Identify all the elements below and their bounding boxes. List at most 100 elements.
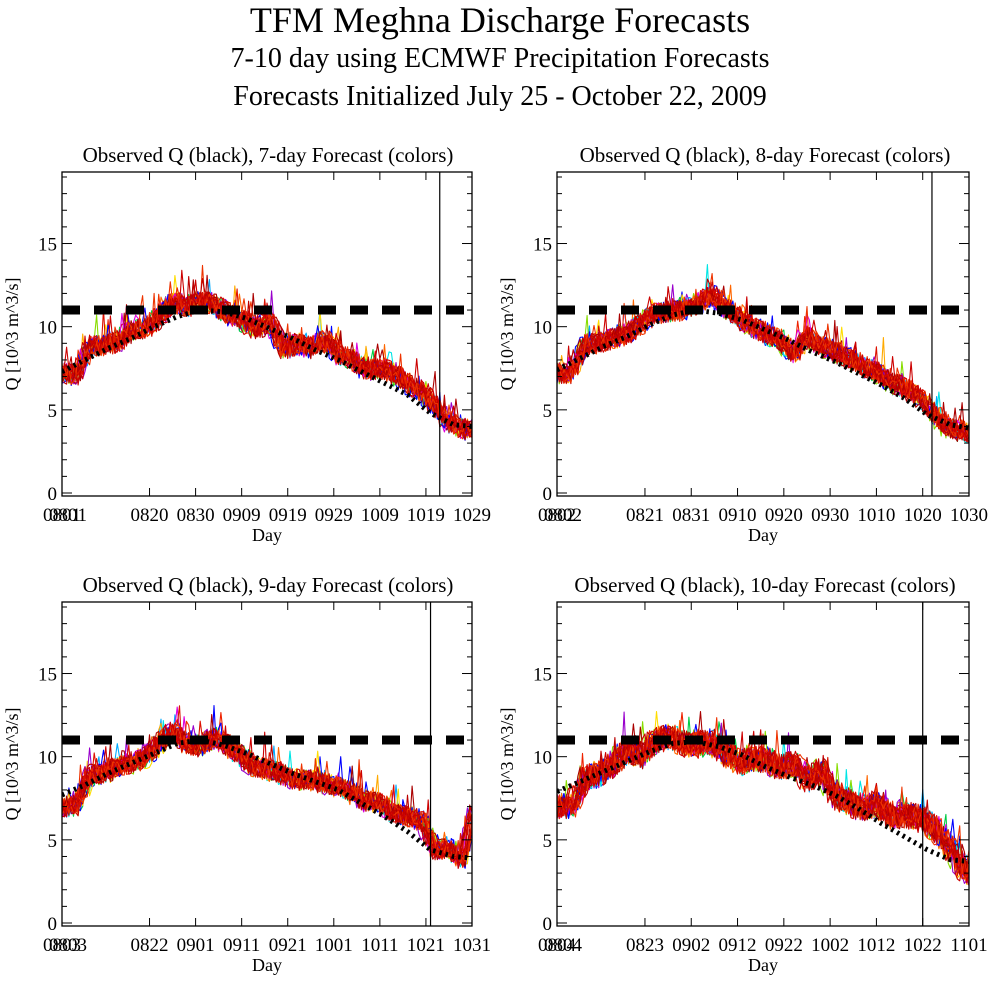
forecast-line bbox=[62, 274, 472, 438]
x-tick-label-overlap: 0803 bbox=[49, 935, 87, 956]
x-tick-label: 1031 bbox=[453, 935, 491, 956]
forecast-line bbox=[62, 706, 472, 869]
chart-panel-1: Observed Q (black), 7-day Forecast (colo… bbox=[2, 143, 491, 545]
forecast-line bbox=[62, 274, 472, 438]
x-tick-label: 0912 bbox=[719, 935, 757, 956]
x-tick-label: 1002 bbox=[811, 935, 849, 956]
panel-title: Observed Q (black), 9-day Forecast (colo… bbox=[83, 573, 454, 597]
x-tick-label: 0930 bbox=[811, 505, 849, 526]
x-tick-label: 0910 bbox=[719, 505, 757, 526]
y-axis-label: Q [10^3 m^3/s] bbox=[2, 708, 22, 821]
forecast-line bbox=[62, 722, 472, 868]
x-tick-label: 0804 bbox=[538, 935, 577, 956]
observed-q-line bbox=[557, 307, 969, 431]
forecast-line bbox=[62, 727, 472, 867]
subtitle-2: Forecasts Initialized July 25 - October … bbox=[233, 81, 767, 112]
x-tick-label: 0821 bbox=[626, 505, 664, 526]
forecast-line bbox=[557, 729, 969, 876]
x-tick-label: 1030 bbox=[950, 505, 988, 526]
x-axis-label: Day bbox=[748, 525, 778, 545]
plot-area bbox=[557, 710, 969, 886]
forecast-line bbox=[557, 278, 969, 440]
plot-area bbox=[557, 264, 969, 444]
y-tick-label: 0 bbox=[48, 914, 58, 935]
x-tick-label: 0921 bbox=[269, 935, 307, 956]
x-tick-label: 0823 bbox=[626, 935, 664, 956]
forecast-line bbox=[557, 281, 969, 443]
plot-frame bbox=[61, 601, 473, 927]
forecast-line bbox=[62, 723, 472, 865]
y-tick-label: 15 bbox=[533, 665, 552, 686]
forecast-line bbox=[62, 705, 472, 869]
plot-frame bbox=[556, 171, 970, 497]
y-axis-label: Q [10^3 m^3/s] bbox=[497, 278, 517, 391]
x-axis-label: Day bbox=[748, 955, 778, 975]
forecast-line bbox=[62, 726, 472, 864]
y-tick-label: 10 bbox=[38, 748, 57, 769]
y-tick-label: 10 bbox=[533, 748, 552, 769]
x-tick-label: 0929 bbox=[315, 505, 353, 526]
forecast-line bbox=[62, 726, 472, 859]
forecast-line bbox=[62, 705, 472, 868]
observed-q-line bbox=[62, 307, 472, 429]
y-axis-label: Q [10^3 m^3/s] bbox=[2, 278, 22, 391]
x-axis-label: Day bbox=[252, 955, 282, 975]
forecast-line bbox=[62, 723, 472, 866]
plot-frame bbox=[61, 171, 473, 497]
x-tick-label: 0803 bbox=[43, 935, 81, 956]
x-tick-label: 0911 bbox=[223, 935, 260, 956]
x-tick-label: 1012 bbox=[857, 935, 895, 956]
x-tick-label: 0901 bbox=[177, 935, 215, 956]
observed-q-line bbox=[62, 737, 472, 861]
x-tick-label: 1022 bbox=[904, 935, 942, 956]
panel-title: Observed Q (black), 7-day Forecast (colo… bbox=[83, 143, 454, 167]
forecast-line bbox=[62, 711, 472, 861]
forecast-line bbox=[62, 275, 472, 441]
forecast-line bbox=[62, 727, 472, 864]
forecast-line bbox=[62, 730, 472, 860]
chart-panel-2: Observed Q (black), 8-day Forecast (colo… bbox=[497, 143, 988, 545]
x-tick-label: 1021 bbox=[407, 935, 445, 956]
x-tick-label: 0909 bbox=[223, 505, 261, 526]
forecast-line bbox=[557, 293, 969, 442]
y-tick-label: 0 bbox=[48, 484, 58, 505]
forecast-line bbox=[62, 725, 472, 863]
x-tick-label-overlap: 0801 bbox=[49, 505, 87, 526]
x-tick-label: 1019 bbox=[407, 505, 445, 526]
y-tick-label: 5 bbox=[543, 401, 553, 422]
x-tick-label: 0919 bbox=[269, 505, 307, 526]
y-tick-label: 5 bbox=[48, 401, 58, 422]
x-axis-label: Day bbox=[252, 525, 282, 545]
x-tick-label: 1001 bbox=[315, 935, 353, 956]
x-tick-label: 0822 bbox=[131, 935, 169, 956]
y-tick-label: 10 bbox=[533, 318, 552, 339]
x-tick-label-overlap: 0804 bbox=[544, 935, 583, 956]
forecast-line bbox=[62, 723, 472, 864]
x-tick-label: 0820 bbox=[131, 505, 169, 526]
x-tick-label-overlap: 0802 bbox=[544, 505, 582, 526]
forecast-line bbox=[62, 269, 472, 438]
x-tick-label: 0802 bbox=[538, 505, 576, 526]
chart-panel-3: Observed Q (black), 9-day Forecast (colo… bbox=[2, 573, 491, 975]
x-tick-label: 1029 bbox=[453, 505, 491, 526]
x-tick-label: 0831 bbox=[672, 505, 710, 526]
forecast-line bbox=[62, 725, 472, 862]
x-tick-label: 0801 bbox=[43, 505, 81, 526]
x-tick-label: 1011 bbox=[361, 935, 398, 956]
y-tick-label: 15 bbox=[533, 235, 552, 256]
forecast-line bbox=[557, 273, 969, 438]
chart-panel-4: Observed Q (black), 10-day Forecast (col… bbox=[497, 573, 988, 975]
forecast-line bbox=[62, 264, 472, 438]
x-tick-label: 0830 bbox=[177, 505, 215, 526]
x-tick-label: 1009 bbox=[361, 505, 399, 526]
y-tick-label: 0 bbox=[543, 484, 553, 505]
y-axis-label: Q [10^3 m^3/s] bbox=[497, 708, 517, 821]
x-tick-label: 1010 bbox=[857, 505, 895, 526]
panel-title: Observed Q (black), 10-day Forecast (col… bbox=[574, 573, 955, 597]
plot-area bbox=[62, 264, 472, 441]
forecast-line bbox=[557, 292, 969, 443]
y-tick-label: 0 bbox=[543, 914, 553, 935]
y-tick-label: 5 bbox=[48, 831, 58, 852]
x-tick-label: 1101 bbox=[950, 935, 987, 956]
